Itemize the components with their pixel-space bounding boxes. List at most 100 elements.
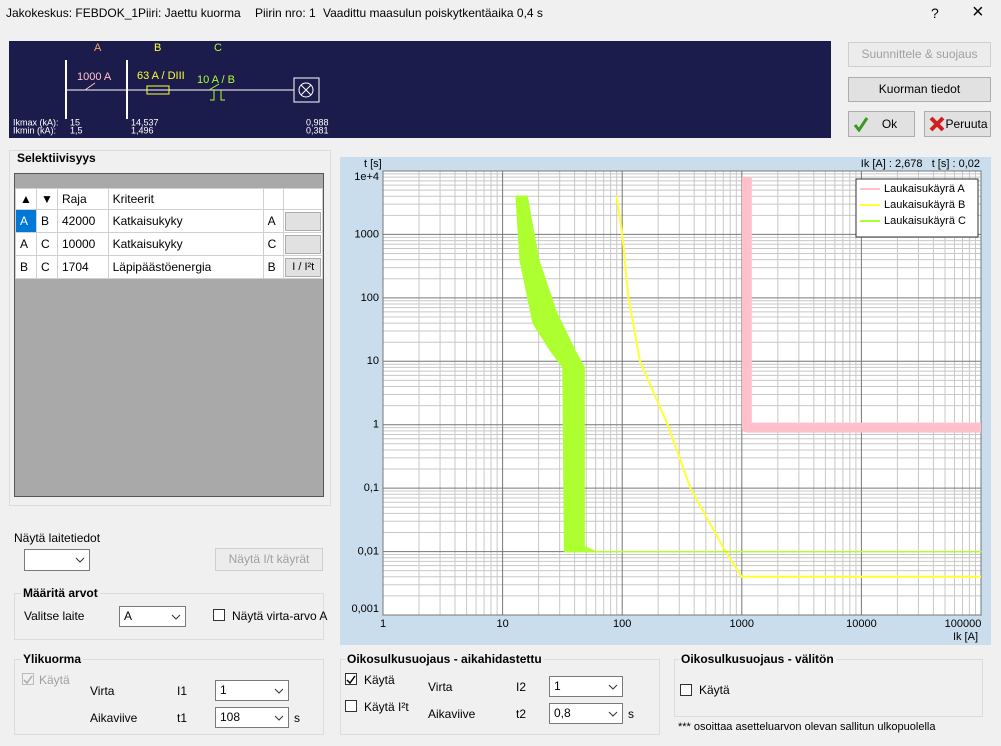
plot-area [382, 170, 982, 616]
close[interactable]: × [972, 1, 984, 23]
instant-use-checkbox[interactable] [680, 684, 692, 696]
cell[interactable]: 1704 [56, 255, 109, 279]
instant-use-label: Käytä [699, 683, 730, 697]
cell[interactable]: C [35, 232, 58, 256]
cancel-button[interactable]: Peruuta [924, 111, 991, 137]
curve-area [515, 195, 982, 553]
y-tick-label: 1e+4 [354, 171, 379, 183]
ikmin-label: Ikmin (kA): [13, 125, 56, 135]
design-button: Suunnittele & suojaus [848, 42, 991, 67]
delayed-t-dropdown[interactable]: 0,8 [549, 703, 623, 724]
cell[interactable]: Katkaisukyky [107, 232, 264, 256]
ikmin: 1,496 [131, 125, 154, 135]
header[interactable]: ▲ [15, 188, 37, 210]
cell[interactable]: B [35, 209, 58, 233]
delayed-title: Oikosulkusuojaus - aikahidastettu [345, 652, 544, 666]
ikmax: 15 [70, 117, 80, 127]
y-axis-label: t [s] [364, 158, 382, 170]
overload-title: Ylikuorma [21, 652, 84, 666]
help[interactable]: ? [931, 5, 939, 21]
show-curves-button: Näytä I/t käyrät [215, 548, 323, 571]
overload-i: I1 [177, 684, 188, 698]
label-c: C [214, 42, 222, 54]
cancel-label: Peruuta [945, 117, 988, 131]
note: *** osoittaa asetteluarvon olevan sallit… [678, 721, 936, 733]
cell[interactable]: Katkaisukyky [107, 209, 264, 233]
cell[interactable]: Läpipäästöenergia [107, 255, 264, 279]
overload-t-dropdown[interactable]: 108 [215, 707, 289, 728]
readout: Ik [A] : 2,678 t [s] : 0,02 [861, 158, 980, 170]
delayed-t: t2 [516, 707, 527, 721]
header: Raja [56, 188, 109, 210]
header: Kriteerit [107, 188, 264, 210]
x-tick-label: 100000 [945, 618, 982, 630]
overload-t: t1 [177, 711, 188, 725]
cell[interactable]: C [35, 255, 58, 279]
overload-i-value: 1 [220, 683, 227, 697]
title-4: Vaadittu maasulun poiskytkentäaika 0,4 s [323, 6, 543, 20]
x-tick-label: 10 [496, 618, 508, 630]
cell[interactable]: A [15, 209, 37, 233]
device-a: 1000 A [77, 71, 112, 83]
x-tick-label: 1 [380, 618, 386, 630]
table-area: ▲ ▼ Raja Kriteerit A B 42000 Katkaisukyky A A C 10… [14, 173, 324, 497]
row-button-cell [283, 209, 323, 233]
cell[interactable]: C [262, 232, 285, 256]
show-current-checkbox[interactable] [213, 609, 225, 621]
delayed-current: Virta [428, 680, 453, 694]
delayed-i-dropdown[interactable]: 1 [549, 676, 623, 697]
overload-use-checkbox [22, 673, 34, 685]
cell[interactable]: A [262, 209, 285, 233]
delayed-i2t-checkbox[interactable] [345, 700, 357, 712]
cell[interactable]: A [15, 232, 37, 256]
selectivity-title: Selektiivisyys [15, 151, 98, 165]
row-button-cell [283, 232, 323, 256]
device-info-label: Näytä laitetiedot [14, 531, 101, 545]
delayed-t-value: 0,8 [554, 706, 571, 720]
device-label: Valitse laite [24, 609, 85, 623]
overload-i-dropdown[interactable]: 1 [215, 680, 289, 701]
device-value: A [124, 609, 133, 623]
legend-label: Laukaisukäyrä B [884, 199, 965, 211]
ok-button[interactable]: Ok [848, 111, 915, 137]
delayed-use-checkbox[interactable] [345, 673, 357, 685]
ikmax: 14,537 [131, 117, 159, 127]
device-dropdown[interactable]: A [119, 606, 186, 627]
header[interactable]: ▼ [35, 188, 58, 210]
overload-delay: Aikaviive [90, 711, 138, 725]
delayed-unit: s [628, 707, 634, 721]
legend-label: Laukaisukäyrä C [884, 215, 966, 227]
delayed-use-label: Käytä [364, 673, 395, 687]
curve [741, 177, 981, 433]
title-2: Piiri: Jaettu kuorma [138, 6, 241, 20]
row-button[interactable] [285, 211, 321, 231]
row-button[interactable]: I / I²t [285, 257, 321, 277]
selectivity-group [9, 150, 331, 506]
cell[interactable]: B [262, 255, 285, 279]
delayed-i2t-label: Käytä I²t [364, 700, 409, 714]
curve [615, 196, 981, 578]
device-b: 63 A / DIII [137, 70, 185, 82]
x-axis-label: Ik [A] [953, 631, 978, 643]
ikmax: 0,988 [306, 117, 329, 127]
instant-title: Oikosulkusuojaus - välitön [679, 652, 836, 666]
overload-use-label: Käytä [39, 673, 70, 687]
y-tick-label: 100 [361, 292, 379, 304]
cell[interactable]: 10000 [56, 232, 109, 256]
load-button[interactable]: Kuorman tiedot [848, 77, 991, 102]
ikmin: 1,5 [70, 125, 83, 135]
x-tick-label: 100 [613, 618, 631, 630]
overload-current: Virta [90, 684, 115, 698]
y-tick-label: 0,1 [364, 482, 379, 494]
cell[interactable]: 42000 [56, 209, 109, 233]
cell[interactable]: B [15, 255, 37, 279]
row-button[interactable] [285, 234, 321, 254]
chart: t [s] Ik [A] : 2,678 t [s] : 0,02 Ik [A]… [340, 157, 991, 645]
selectivity-table: ▲ ▼ Raja Kriteerit A B 42000 Katkaisukyky A A C 10… [15, 188, 323, 279]
x-tick-label: 1000 [730, 618, 754, 630]
label-a: A [94, 42, 102, 54]
y-tick-label: 1 [373, 419, 379, 431]
device-info-dropdown[interactable] [24, 549, 90, 571]
y-tick-label: 10 [367, 355, 379, 367]
delayed-i-value: 1 [554, 679, 561, 693]
